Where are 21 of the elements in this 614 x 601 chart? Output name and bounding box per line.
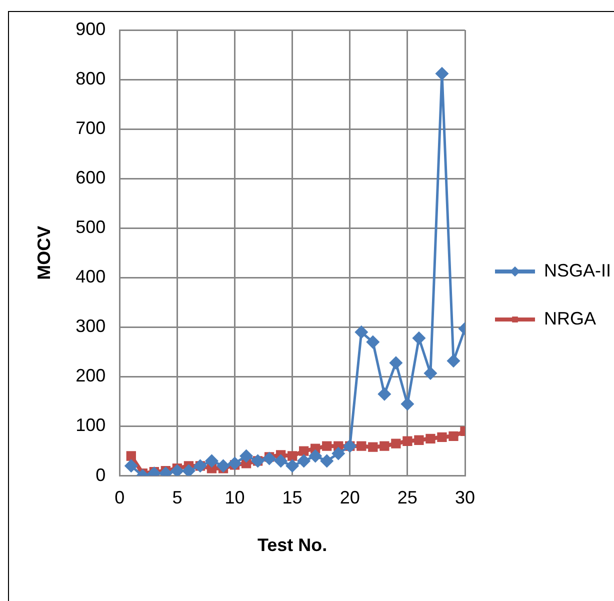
y-tick-label: 100: [76, 415, 106, 436]
y-tick-label: 600: [76, 168, 106, 188]
x-tick-label: 5: [172, 488, 182, 508]
y-tick-label: 500: [76, 217, 106, 238]
x-tick-label: 20: [340, 488, 360, 508]
x-tick-label: 30: [454, 488, 476, 508]
x-tick-label: 0: [114, 488, 125, 508]
x-tick-label: 15: [282, 488, 302, 508]
y-axis-title: MOCV: [34, 226, 54, 280]
y-tick-label: 700: [76, 118, 106, 138]
y-tick-label: 0: [96, 464, 106, 485]
y-tick-label: 900: [76, 18, 106, 39]
y-tick-label: 400: [76, 266, 106, 287]
legend-label: NSGA-II: [544, 260, 612, 280]
x-axis-title: Test No.: [257, 535, 328, 556]
legend-label: NRGA: [544, 308, 596, 328]
y-tick-label: 300: [76, 316, 106, 336]
x-tick-label: 10: [224, 488, 245, 508]
y-tick-label: 800: [76, 68, 106, 88]
y-tick-label: 200: [76, 366, 106, 386]
x-tick-label: 25: [397, 488, 418, 508]
